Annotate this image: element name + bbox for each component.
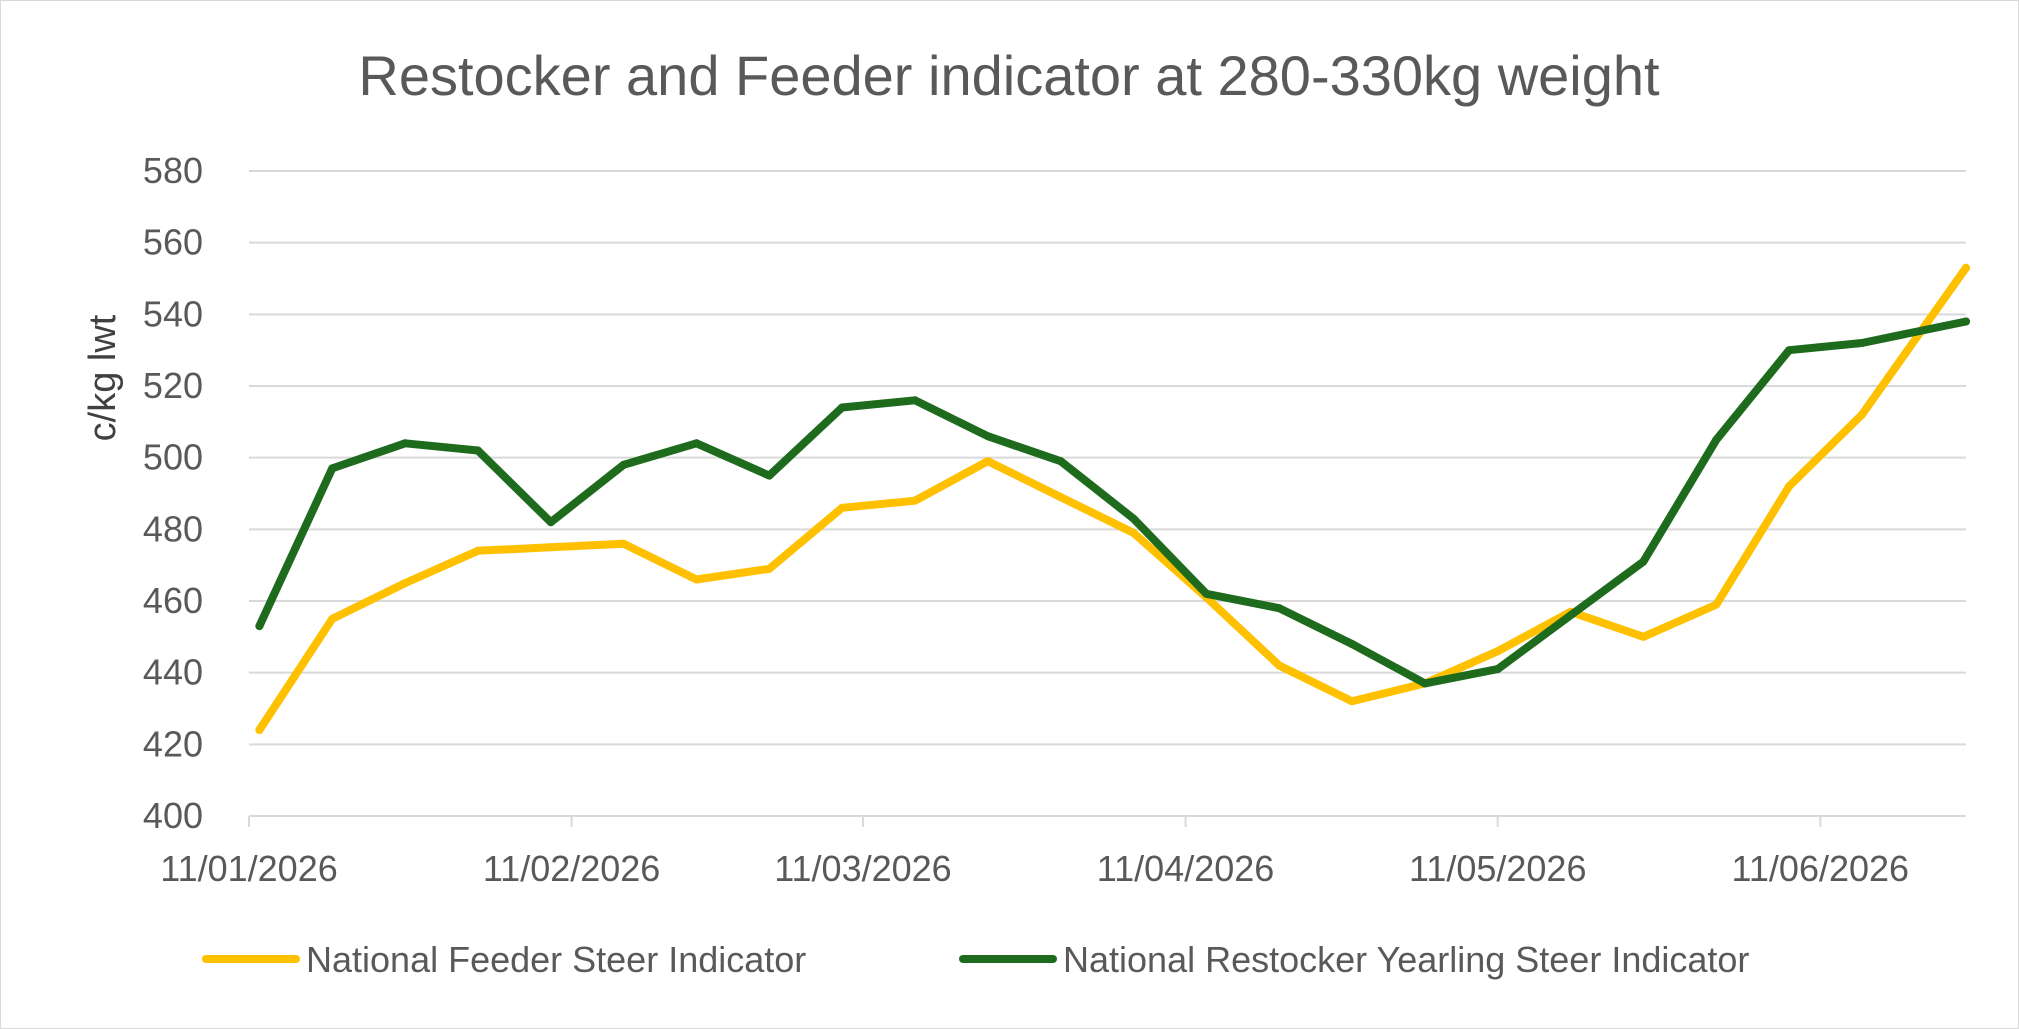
data-point	[401, 579, 410, 588]
x-tick-label: 11/06/2026	[1732, 848, 1910, 889]
gridlines	[249, 170, 1966, 746]
data-point	[765, 564, 774, 573]
series-lines	[255, 263, 1970, 734]
y-tick-label: 460	[143, 580, 203, 621]
data-point	[765, 471, 774, 480]
series-line-1	[255, 263, 1970, 734]
data-point	[1056, 493, 1065, 502]
data-point	[328, 614, 337, 623]
data-point	[1566, 611, 1575, 620]
data-point	[1785, 482, 1794, 491]
data-point	[473, 446, 482, 455]
legend-label-1: National Feeder Steer Indicator	[306, 939, 806, 980]
data-point	[619, 460, 628, 469]
data-point	[1857, 339, 1866, 347]
data-point	[1857, 410, 1866, 419]
data-point	[983, 457, 992, 466]
legend-label-2: National Restocker Yearling Steer Indica…	[1063, 939, 1749, 980]
data-point	[1056, 457, 1065, 466]
x-tick-label: 11/04/2026	[1097, 848, 1275, 889]
data-point	[1129, 514, 1138, 523]
data-point	[1639, 632, 1648, 641]
y-tick-label: 520	[143, 365, 203, 406]
y-tick-label: 480	[143, 508, 203, 549]
data-point	[473, 546, 482, 555]
data-point	[1493, 647, 1502, 656]
data-point	[1275, 661, 1284, 670]
chart-title: Restocker and Feeder indicator at 280-33…	[358, 44, 1660, 107]
data-point	[1202, 589, 1211, 598]
x-axis-ticks: 11/01/2026 11/02/2026 11/03/2026 11/04/2026…	[160, 816, 1909, 889]
data-point	[1348, 697, 1356, 706]
data-point	[911, 496, 919, 505]
data-point	[255, 622, 264, 631]
data-point	[328, 464, 337, 473]
data-point	[546, 518, 555, 527]
data-point	[1493, 665, 1502, 674]
legend: National Feeder Steer Indicator National …	[202, 939, 1749, 980]
data-point	[401, 439, 410, 448]
y-axis-label: c/kg lwt	[82, 314, 124, 441]
data-point	[619, 539, 628, 548]
y-tick-label: 440	[143, 652, 203, 693]
data-point	[1639, 557, 1648, 566]
data-point	[692, 575, 701, 584]
data-point	[1348, 640, 1356, 648]
data-point	[1420, 679, 1429, 688]
data-point	[911, 396, 919, 405]
data-point	[255, 726, 264, 734]
data-point	[838, 403, 847, 412]
data-point	[1275, 604, 1284, 613]
data-point	[692, 439, 701, 448]
data-point	[1712, 600, 1721, 609]
data-point	[1785, 346, 1794, 355]
data-point	[1962, 263, 1970, 272]
y-tick-label: 540	[143, 293, 203, 334]
x-tick-label: 11/02/2026	[483, 848, 661, 889]
data-point	[546, 543, 555, 552]
y-tick-label: 560	[143, 222, 203, 263]
data-point	[1712, 435, 1721, 444]
series-points-2	[255, 317, 1970, 688]
data-point	[838, 503, 847, 512]
x-tick-label: 11/01/2026	[160, 848, 338, 889]
data-point	[1962, 317, 1970, 326]
data-point	[983, 432, 992, 441]
x-tick-label: 11/05/2026	[1409, 848, 1587, 889]
data-point	[1129, 528, 1138, 537]
x-tick-label: 11/03/2026	[774, 848, 952, 889]
y-tick-label: 580	[143, 150, 203, 191]
y-tick-label: 420	[143, 723, 203, 764]
series-line-2	[255, 317, 1970, 688]
y-axis-ticks: 400 420 440 460 480 500 520 540 560 580	[143, 150, 203, 836]
y-tick-label: 400	[143, 795, 203, 836]
y-tick-label: 500	[143, 437, 203, 478]
